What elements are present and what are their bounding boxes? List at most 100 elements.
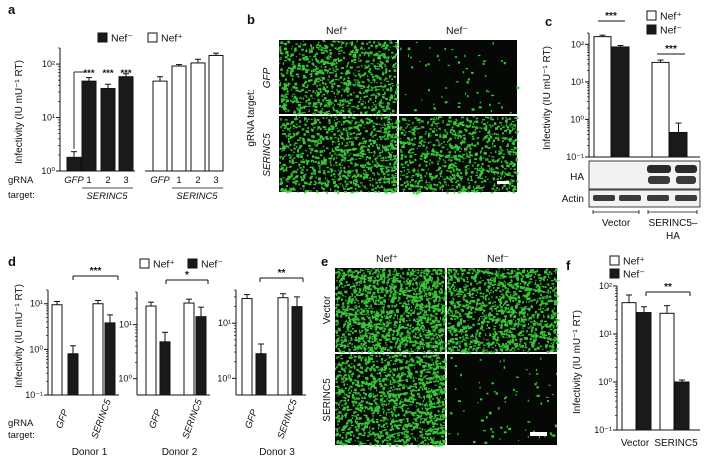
panel-a-letter: a [8,2,16,17]
panel-a-x-tick: 2 [195,175,200,186]
panel-f-bar-neg [636,312,652,431]
panel-c-actin-band [619,195,641,201]
panel-c-y-label: Infectivity (IU mU⁻¹ RT) [542,46,553,150]
panel-d-3-bar-pos [277,297,289,396]
panel-c-sig2-stars: *** [665,44,677,55]
panel-a-group-label-1: SERINC5 [86,191,128,202]
panel-a-tick-label: 10² [42,59,55,69]
panel-d-legend-neg-label: Nef⁻ [201,259,223,271]
panel-a-bar-neg [100,87,116,172]
panel-a-x-tick: GFP [150,175,170,186]
panel-b-col-pos: Nef⁺ [326,25,348,37]
panel-d-2-stars: * [185,270,189,281]
panel-c-bar-pos [651,61,670,158]
panel-a-grna-label: gRNA [8,175,34,186]
panel-e-col-pos: Nef⁺ [376,253,398,265]
panel-d-2-tick-label: 10¹ [119,320,132,330]
panel-d-1-tick-label: 10¹ [30,299,43,309]
figure-root: a Nef⁻ Nef⁺ 10⁰ 10¹ 10² Infectivity (IU mU⁻¹ R… [8,2,701,458]
panel-a-bar-neg [66,156,82,172]
panel-a-tick-label: 10⁰ [41,166,55,176]
panel-f-sig-stars: ** [664,282,672,293]
panel-f-legend-neg-label: Nef⁻ [623,269,645,281]
panel-a-stars: *** [120,68,131,79]
panel-a-bar-neg [118,76,134,172]
panel-f-tick-label: 10² [599,281,612,291]
panel-d-3-bar-neg [255,353,267,396]
panel-d-3-tick-label: 10⁰ [217,373,231,383]
panel-f-letter: f [566,258,571,273]
panel-b-serinc5-nefpos-cells [279,116,400,195]
panel-c-ha-label: HA [666,231,680,242]
panel-b-serinc5-nefneg-cells [399,116,520,195]
panel-c-ha-band [675,165,697,173]
panel-c-serinc5-label: SERINC5– [649,218,698,229]
panel-a-x-tick: 2 [105,175,110,186]
panel-d-3-tick-label: 10¹ [218,318,231,328]
panel-d-2-x-tick: SERINC5 [180,397,205,440]
panel-a-legend-neg-swatch [97,32,108,43]
panel-b-col-neg: Nef⁻ [446,25,468,37]
panel-d-1-tick-label: 10⁰ [29,344,43,354]
panel-f-legend-neg-swatch [609,268,620,279]
panel-d-2-tick-label: 10⁰ [118,374,132,384]
panel-d-1-bar-pos [92,303,104,396]
panel-d-2-bar-pos [183,302,195,396]
panel-d-2-bar-pos [145,305,157,396]
panel-a-stars: *** [83,68,94,79]
panel-d-1-x-tick: GFP [54,407,71,430]
panel-a-y-label: Infectivity (IU mU⁻¹ RT) [14,60,25,164]
panel-f-legend-pos-swatch [609,255,620,266]
panel-f-bar-neg [674,381,690,431]
panel-d-2-x-tick: GFP [147,407,164,430]
panel-c-legend-pos-label: Nef⁺ [660,11,682,23]
panel-d-1-stars: *** [90,266,102,277]
panel-e-serinc5-nefneg-cells [447,356,558,444]
panel-e-col-neg: Nef⁻ [487,253,509,265]
panel-d-3-bar-neg [291,306,303,396]
panel-b-gfp-nefneg-bg [399,40,517,114]
panel-c-bar-neg [611,46,630,158]
panel-d-y-label: Infectivity (IU mU⁻¹ RT) [14,284,25,388]
panel-e-serinc5-nefpos-cells [335,354,448,448]
panel-d-1-bar-pos [51,304,63,396]
panel-c-legend-pos-swatch [646,10,657,21]
panel-d-3-stars: ** [278,268,286,279]
panel-d-legend-pos-swatch [139,258,150,269]
panel-c-tick-label: 10¹ [571,77,584,87]
panel-f-x-vector: Vector [621,438,650,449]
panel-a-legend-neg-label: Nef⁻ [111,33,133,45]
panel-a-bar-pos [152,80,168,172]
panel-a-x-tick: 1 [86,175,91,186]
panel-d-3-x-tick: GFP [243,407,260,430]
panel-d-legend-pos-label: Nef⁺ [153,259,175,271]
panel-e-scale-bar [530,432,547,436]
panel-d-1-x-tick: SERINC5 [89,397,114,440]
panel-d-1-tick-label: 10⁻¹ [25,390,43,400]
panel-b-letter: b [247,12,255,27]
panel-b-row-gfp: GFP [262,67,273,88]
panel-f-x-serinc5: SERINC5 [654,438,698,449]
panel-d-2-donor-label: Donor 2 [162,447,198,458]
panel-e-serinc5-nefneg-bg [447,354,557,445]
panel-c-legend-neg-label: Nef⁻ [660,25,682,37]
panel-f-bar-pos [621,302,637,431]
panel-c-actin-band [647,195,669,201]
panel-d-1-donor-label: Donor 1 [72,447,108,458]
panel-d-target-label: target: [8,430,35,441]
panel-d-legend-neg-swatch [187,258,198,269]
panel-d-3-bar-pos [241,298,253,396]
panel-c-ha-band-lower [676,176,696,184]
panel-a-target-label: target: [8,190,35,201]
panel-a-bar-pos [171,65,187,172]
panel-a-legend-pos-label: Nef⁺ [161,33,183,45]
panel-c-tick-label: 10⁰ [570,114,584,124]
panel-d-3-donor-label: Donor 3 [259,447,295,458]
panel-e-row-serinc5: SERINC5 [322,378,333,422]
panel-a-stars: *** [102,68,113,79]
panel-c-blot-actin-label: Actin [562,194,584,205]
panel-c-legend-neg-swatch [646,24,657,35]
panel-b-scale-bar [497,181,509,184]
panel-c-blot-ha-label: HA [570,172,584,183]
panel-c-tick-label: 10⁻¹ [566,152,584,162]
